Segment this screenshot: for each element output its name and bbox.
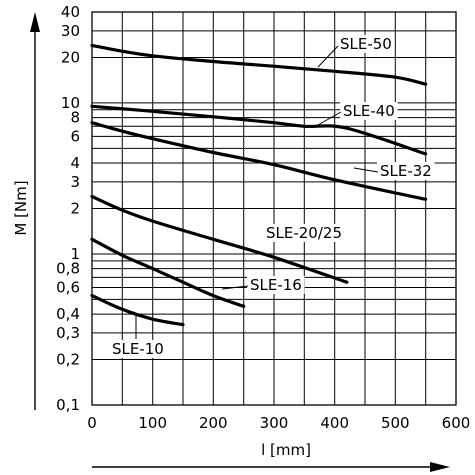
series-leader-line [353,167,379,173]
series-label-bg [109,340,167,358]
curves [90,43,428,327]
x-axis-label: l [mm] [261,441,311,459]
series-label-bg [337,35,395,53]
x-tick-label: 400 [320,414,349,432]
x-axis-arrow [92,462,450,472]
y-tick-label: 0,3 [56,324,80,342]
y-tick-label: 0,1 [56,396,80,414]
series-leader-line [221,285,249,290]
x-tick-label: 300 [260,414,289,432]
y-tick-label: 6 [70,127,80,145]
y-tick-label: 4 [70,154,80,172]
y-axis-arrow [30,12,40,410]
series-label: SLE-40 [343,102,395,120]
series-line-0 [90,43,428,86]
x-tick-label: 100 [138,414,167,432]
series-label: SLE-32 [380,162,432,180]
y-tick-label: 30 [61,22,80,40]
series-label-bg [263,224,347,242]
y-tick-label: 0,2 [56,351,80,369]
series-labels: SLE-50 SLE-40 SLE-32 SLE-20/25 SLE-16 SLE-10 [109,35,435,358]
x-tick-label: 200 [199,414,228,432]
x-tick-labels: 0 100 200 300 400 500 600 [87,414,470,432]
series-line-2 [90,121,428,201]
y-tick-label: 3 [70,173,80,191]
x-tick-label: 500 [381,414,410,432]
series-label: SLE-16 [250,276,302,294]
series-label: SLE-50 [340,35,392,53]
series-line-3 [90,194,349,284]
y-axis-label: M [Nm] [12,180,30,235]
y-tick-label: 8 [70,109,80,127]
plot-frame [91,11,457,406]
y-tick-label: 1 [70,245,80,263]
series-line-1 [90,104,428,156]
y-tick-label: 10 [61,94,80,112]
y-tick-label: 2 [70,200,80,218]
y-tick-label: 0,6 [56,279,80,297]
series-line-4 [90,237,246,308]
x-tick-label: 0 [87,414,97,432]
x-tick-label: 600 [442,414,471,432]
y-tick-label: 20 [61,49,80,67]
series-line-5 [90,294,185,327]
series-label-bg [247,276,305,294]
y-tick-label: 40 [61,3,80,21]
series-label-bg [377,162,435,180]
y-tick-label: 0,8 [56,260,80,278]
series-leader-line [317,45,339,68]
series-label: SLE-10 [112,340,164,358]
series-label-bg [340,102,398,120]
y-tick-label: 0,4 [56,305,80,323]
series-leader-line [317,111,342,126]
series-label: SLE-20/25 [266,224,342,242]
